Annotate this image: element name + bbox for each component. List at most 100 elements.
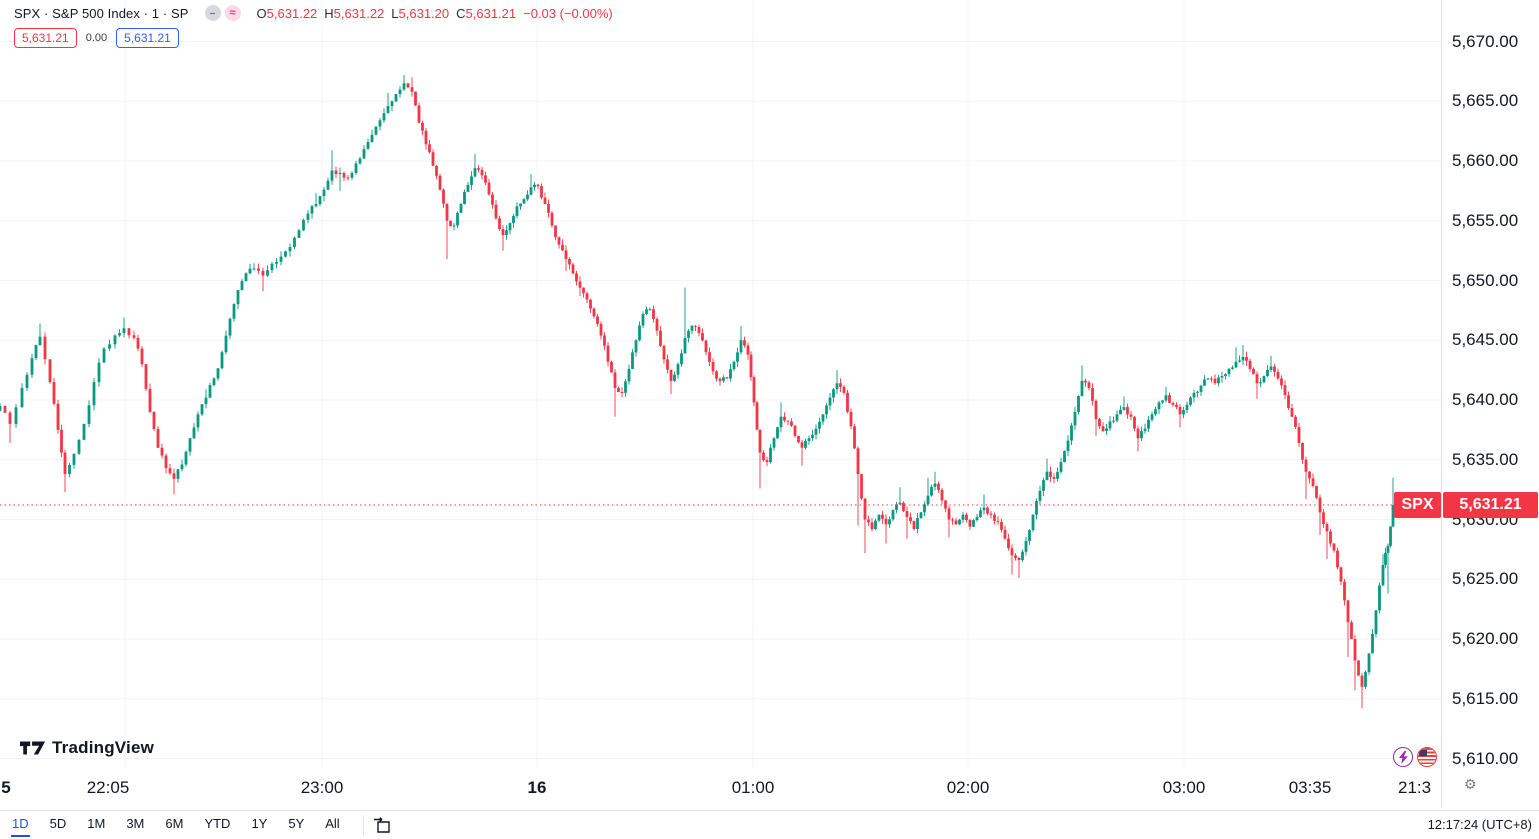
candle-body	[526, 194, 529, 200]
candle-body	[1003, 529, 1007, 539]
price-axis-label: 5,640.00	[1452, 390, 1519, 409]
candle-body	[224, 335, 228, 353]
candle-body	[690, 325, 694, 331]
range-button-5y[interactable]: 5Y	[288, 816, 305, 831]
us-market-flag-icon[interactable]	[1417, 747, 1437, 767]
instant-data-lightning-icon[interactable]	[1393, 747, 1413, 767]
candle-body	[491, 194, 494, 205]
candle-body	[779, 416, 783, 428]
candle-body	[930, 486, 933, 496]
range-button-1d[interactable]: 1D	[6, 811, 35, 839]
candle-body	[196, 414, 200, 428]
candle-wick	[9, 410, 11, 444]
candle-body	[156, 429, 160, 448]
h-gridline	[0, 41, 1441, 42]
candle-body	[1367, 653, 1371, 673]
candle-body	[582, 287, 585, 294]
candle-body	[515, 206, 519, 216]
h-gridline	[0, 100, 1441, 102]
price-axis-label: 5,635.00	[1452, 449, 1519, 469]
candle-body	[68, 464, 71, 475]
price-axis-label: 5,620.00	[1452, 629, 1519, 648]
candle-body	[832, 389, 835, 398]
range-button-3m[interactable]: 3M	[126, 816, 145, 831]
candle-body	[14, 407, 18, 424]
candle-wick	[684, 287, 686, 354]
candle-body	[1164, 395, 1168, 401]
candle-body	[776, 427, 779, 439]
candle-body	[870, 522, 874, 530]
range-button-all[interactable]: All	[325, 816, 340, 831]
candle-body	[1192, 392, 1196, 398]
candle-wick	[123, 317, 125, 338]
time-axis[interactable]: 5 22:05 23:00 16 01:00 02:00 03:00 03:35 21:3	[0, 769, 1441, 808]
candle-wick	[411, 77, 413, 97]
symbol-title[interactable]: SPX · S&P 500 Index · 1 · SP	[14, 5, 189, 21]
candle-body	[108, 344, 111, 349]
candle-body	[487, 182, 491, 195]
price-axis[interactable]: 5,670.00 5,665.00 5,660.00 5,655.00 5,650.00…	[1441, 0, 1539, 769]
market-status-dash-icon[interactable]: –	[204, 5, 221, 21]
candle-body	[1119, 409, 1122, 415]
candle-body	[1210, 378, 1213, 380]
candle-body	[508, 223, 512, 231]
delayed-data-icon[interactable]: ≈	[224, 5, 241, 21]
clock-timezone[interactable]: 12:17:24 (UTC+8)	[1427, 817, 1532, 832]
candle-body	[1294, 416, 1297, 427]
go-to-date-calendar-icon[interactable]	[372, 814, 394, 836]
candle-body	[536, 184, 540, 187]
candle-body	[634, 340, 638, 353]
candle-body	[1290, 408, 1294, 417]
candle-wick	[173, 468, 175, 495]
candle-body	[1101, 426, 1105, 432]
candle-body	[63, 452, 67, 475]
h-gridline	[0, 698, 1441, 700]
sell-price-badge[interactable]: 5,631.21	[14, 28, 77, 48]
candle-body	[895, 504, 898, 510]
candle-body	[1304, 459, 1308, 472]
candle-body	[232, 304, 236, 319]
candle-body	[867, 519, 870, 523]
candle-body	[1024, 541, 1028, 552]
candle-wick	[520, 203, 521, 211]
candle-body	[568, 258, 571, 265]
candle-body	[522, 199, 526, 204]
candle-body	[755, 402, 759, 430]
buy-price-badge[interactable]: 5,631.21	[116, 28, 179, 48]
candle-wick	[1239, 355, 1240, 363]
candle-body	[1381, 564, 1385, 586]
range-button-6m[interactable]: 6M	[165, 816, 184, 831]
range-button-ytd[interactable]: YTD	[204, 816, 231, 831]
candle-body	[940, 489, 944, 501]
axis-settings-gear-icon[interactable]: ⚙	[1464, 776, 1477, 792]
range-button-5d[interactable]: 5D	[49, 816, 67, 831]
candle-wick	[453, 222, 455, 231]
candle-body	[505, 230, 508, 236]
candle-body	[790, 421, 793, 426]
h-gridline	[0, 758, 1441, 759]
candle-body	[34, 345, 38, 359]
high-value: 5,631.22	[333, 5, 385, 21]
candle-body	[543, 197, 547, 205]
candle-body	[1070, 425, 1073, 441]
range-button-1y[interactable]: 1Y	[251, 816, 268, 831]
candle-body	[410, 87, 414, 92]
candle-body	[821, 414, 825, 422]
candle-body	[989, 513, 993, 515]
candle-body	[176, 469, 180, 479]
candle-body	[1140, 431, 1143, 439]
candle-body	[860, 474, 863, 499]
candle-body	[540, 186, 543, 198]
candle-wick	[1137, 425, 1139, 452]
candle-body	[402, 83, 406, 90]
candle-body	[982, 507, 986, 511]
price-axis-label: 5,625.00	[1452, 569, 1519, 589]
range-button-1m[interactable]: 1M	[87, 816, 106, 831]
tradingview-logo[interactable]: TradingView	[20, 738, 154, 758]
chart-pane[interactable]: SPX · S&P 500 Index · 1 · SP – ≈ O5,631.…	[0, 0, 1441, 769]
candle-body	[1346, 600, 1350, 623]
v-gridline	[536, 0, 538, 769]
candlestick-chart[interactable]	[0, 0, 1441, 769]
candle-body	[1283, 385, 1287, 396]
candle-body	[863, 498, 867, 520]
